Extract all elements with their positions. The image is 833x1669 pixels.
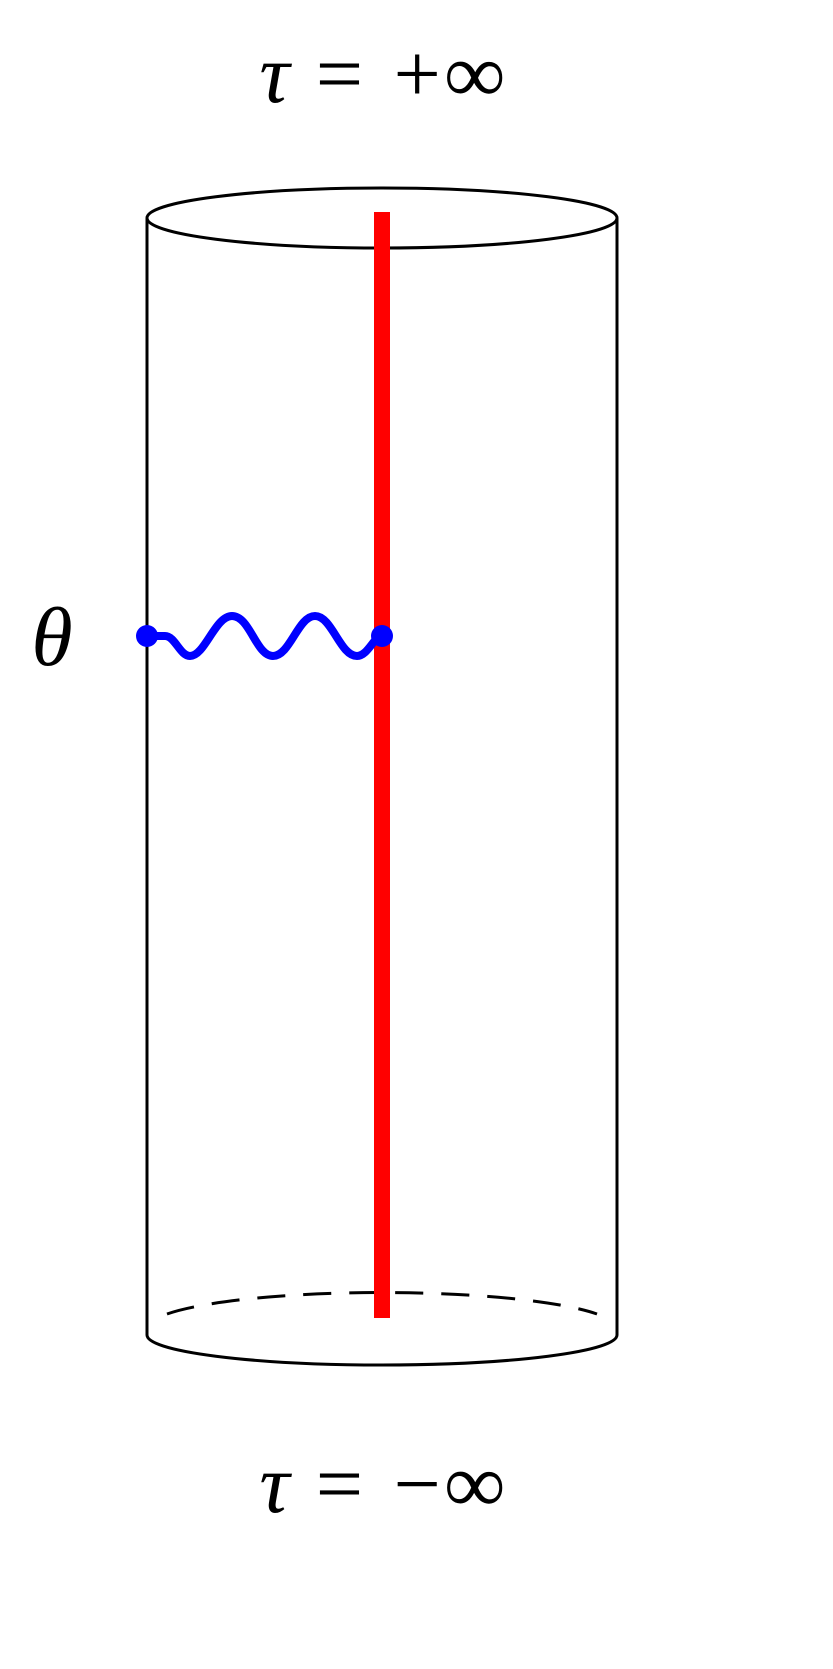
bottom-front-arc: [145, 1334, 619, 1367]
bottom-label: τ = −∞: [259, 1438, 504, 1531]
bottom-back-arc: [166, 1291, 598, 1316]
wavy-line: [143, 611, 386, 661]
left-dot: [136, 625, 158, 647]
top-label: τ = +∞: [259, 28, 504, 121]
right-dot: [371, 625, 393, 647]
theta-label: θ: [31, 591, 72, 684]
